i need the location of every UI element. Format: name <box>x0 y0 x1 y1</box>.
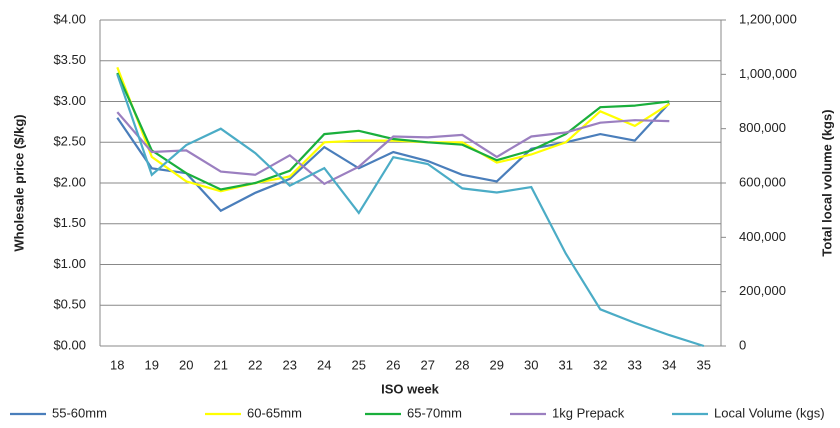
y2-tick-label: 800,000 <box>739 120 786 135</box>
legend-label: 60-65mm <box>247 405 302 420</box>
series-line <box>116 102 671 213</box>
y2-tick-label: 1,000,000 <box>739 66 797 81</box>
x-tick-label: 35 <box>697 357 711 372</box>
y2-tick-label: 0 <box>739 337 746 352</box>
y2-tick-label: 1,200,000 <box>739 11 797 26</box>
series-line <box>116 66 670 193</box>
y-tick-label: $2.50 <box>53 134 86 149</box>
y-tick-label: $0.50 <box>53 297 86 312</box>
x-tick-label: 21 <box>214 357 228 372</box>
series-line <box>116 111 670 186</box>
x-tick-label: 28 <box>455 357 469 372</box>
x-tick-label: 30 <box>524 357 538 372</box>
y-tick-label: $1.00 <box>53 256 86 271</box>
y2-tick-label: 400,000 <box>739 229 786 244</box>
y2-tick-label: 600,000 <box>739 174 786 189</box>
y2-axis-label: Total local volume (kgs) <box>819 109 834 256</box>
legend-label: 65-70mm <box>407 405 462 420</box>
x-tick-label: 20 <box>179 357 193 372</box>
x-tick-label: 32 <box>593 357 607 372</box>
x-tick-label: 22 <box>248 357 262 372</box>
x-tick-label: 31 <box>559 357 573 372</box>
y-tick-label: $2.00 <box>53 174 86 189</box>
x-axis-label: ISO week <box>381 381 440 396</box>
x-tick-label: 29 <box>490 357 504 372</box>
x-tick-label: 23 <box>283 357 297 372</box>
series-line <box>116 72 670 191</box>
y-tick-label: $1.50 <box>53 215 86 230</box>
x-tick-label: 24 <box>317 357 331 372</box>
legend-label: 55-60mm <box>52 405 107 420</box>
x-tick-label: 19 <box>145 357 159 372</box>
y-tick-label: $0.00 <box>53 337 86 352</box>
x-tick-label: 27 <box>421 357 435 372</box>
y-axis-label: Wholesale price ($/kg) <box>11 114 26 251</box>
x-tick-label: 25 <box>352 357 366 372</box>
legend-label: 1kg Prepack <box>552 405 625 420</box>
x-tick-label: 34 <box>662 357 676 372</box>
x-tick-label: 26 <box>386 357 400 372</box>
legend-label: Local Volume (kgs) <box>714 405 825 420</box>
y-tick-label: $3.00 <box>53 93 86 108</box>
y-tick-label: $3.50 <box>53 52 86 67</box>
x-tick-label: 33 <box>628 357 642 372</box>
y-tick-label: $4.00 <box>53 11 86 26</box>
series-line <box>116 73 705 348</box>
x-tick-label: 18 <box>110 357 124 372</box>
y2-tick-label: 200,000 <box>739 283 786 298</box>
